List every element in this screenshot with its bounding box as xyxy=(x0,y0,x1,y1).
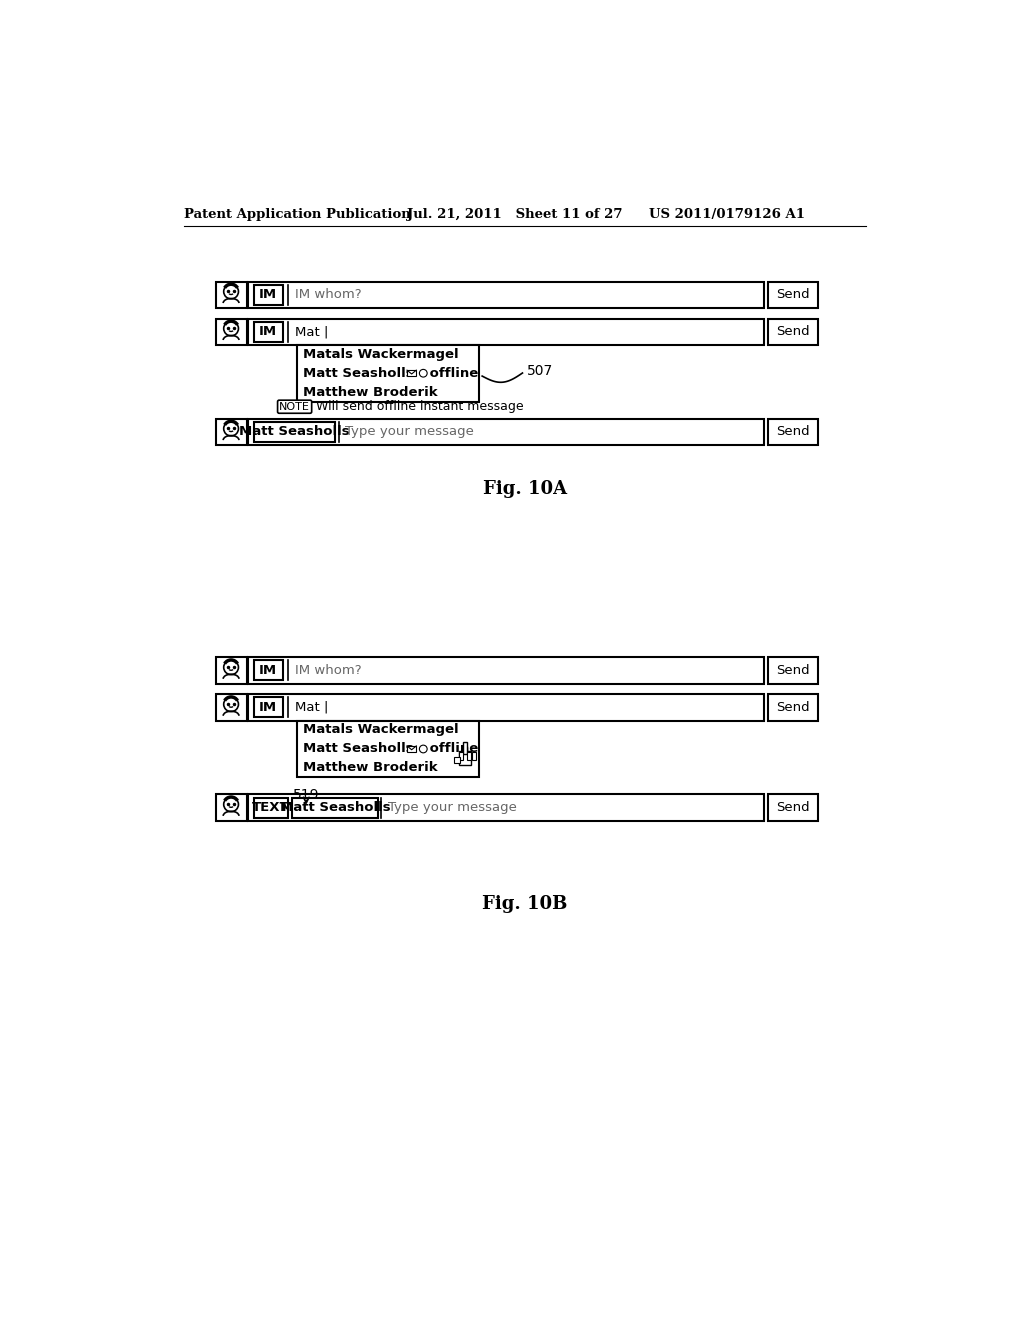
Bar xyxy=(472,752,476,760)
Bar xyxy=(216,694,247,721)
Text: Matthew Broderik: Matthew Broderik xyxy=(303,385,438,399)
Circle shape xyxy=(420,744,427,752)
Bar xyxy=(248,281,764,308)
Bar xyxy=(254,660,283,681)
Bar xyxy=(407,370,417,376)
Text: Mat |: Mat | xyxy=(295,325,329,338)
Bar xyxy=(297,721,479,777)
Text: 507: 507 xyxy=(527,364,553,379)
Text: Fig. 10A: Fig. 10A xyxy=(482,480,567,499)
Bar xyxy=(768,694,818,721)
Text: Type your message: Type your message xyxy=(345,425,474,438)
Bar xyxy=(455,756,460,763)
Bar xyxy=(467,752,471,760)
Text: Type your message: Type your message xyxy=(388,801,516,814)
Text: Matals Wackermagel: Matals Wackermagel xyxy=(303,347,459,360)
Bar xyxy=(248,694,764,721)
Text: US 2011/0179126 A1: US 2011/0179126 A1 xyxy=(649,209,805,222)
Circle shape xyxy=(223,697,239,711)
Text: Matt Seasholls: Matt Seasholls xyxy=(239,425,349,438)
Text: Send: Send xyxy=(776,664,810,677)
Bar xyxy=(463,742,467,754)
Bar xyxy=(248,418,764,445)
Text: Matt Seasholls – offline: Matt Seasholls – offline xyxy=(303,742,478,755)
Circle shape xyxy=(420,370,427,378)
Bar xyxy=(768,657,818,684)
Bar xyxy=(254,285,283,305)
Bar xyxy=(248,318,764,345)
Text: IM: IM xyxy=(259,325,278,338)
Bar xyxy=(216,418,247,445)
Bar xyxy=(459,752,463,760)
Text: Matt Seasholls: Matt Seasholls xyxy=(280,801,390,814)
Text: IM whom?: IM whom? xyxy=(295,288,362,301)
FancyBboxPatch shape xyxy=(278,400,311,413)
Text: Patent Application Publication: Patent Application Publication xyxy=(183,209,411,222)
Bar xyxy=(216,318,247,345)
Text: 519: 519 xyxy=(293,788,319,803)
Bar xyxy=(768,318,818,345)
Circle shape xyxy=(223,321,239,335)
Text: Send: Send xyxy=(776,325,810,338)
Circle shape xyxy=(223,660,239,675)
Bar xyxy=(216,657,247,684)
Bar xyxy=(768,795,818,821)
Bar xyxy=(297,345,479,401)
Bar xyxy=(254,797,289,817)
Text: IM whom?: IM whom? xyxy=(295,664,362,677)
Text: Matthew Broderik: Matthew Broderik xyxy=(303,762,438,775)
Text: NOTE: NOTE xyxy=(280,401,310,412)
Text: Send: Send xyxy=(776,801,810,814)
Bar xyxy=(292,797,378,817)
Text: TEXT: TEXT xyxy=(252,801,290,814)
Text: Jul. 21, 2011   Sheet 11 of 27: Jul. 21, 2011 Sheet 11 of 27 xyxy=(407,209,623,222)
Bar xyxy=(459,751,471,764)
Text: Send: Send xyxy=(776,288,810,301)
Bar xyxy=(248,657,764,684)
Text: Send: Send xyxy=(776,425,810,438)
Text: Send: Send xyxy=(776,701,810,714)
Circle shape xyxy=(223,421,239,436)
Circle shape xyxy=(223,797,239,812)
Text: IM: IM xyxy=(259,701,278,714)
Bar xyxy=(254,422,335,442)
Circle shape xyxy=(223,284,239,298)
Bar xyxy=(407,746,417,752)
Text: IM: IM xyxy=(259,664,278,677)
Bar xyxy=(254,322,283,342)
Text: Will send offline instant message: Will send offline instant message xyxy=(316,400,524,413)
Bar xyxy=(254,697,283,718)
Text: Matt Seasholls – offline: Matt Seasholls – offline xyxy=(303,367,478,380)
Text: Matals Wackermagel: Matals Wackermagel xyxy=(303,723,459,737)
Bar xyxy=(768,418,818,445)
Text: Fig. 10B: Fig. 10B xyxy=(482,895,567,912)
Bar xyxy=(216,795,247,821)
Bar xyxy=(248,795,764,821)
Text: Mat |: Mat | xyxy=(295,701,329,714)
Text: IM: IM xyxy=(259,288,278,301)
Bar xyxy=(216,281,247,308)
Bar xyxy=(768,281,818,308)
